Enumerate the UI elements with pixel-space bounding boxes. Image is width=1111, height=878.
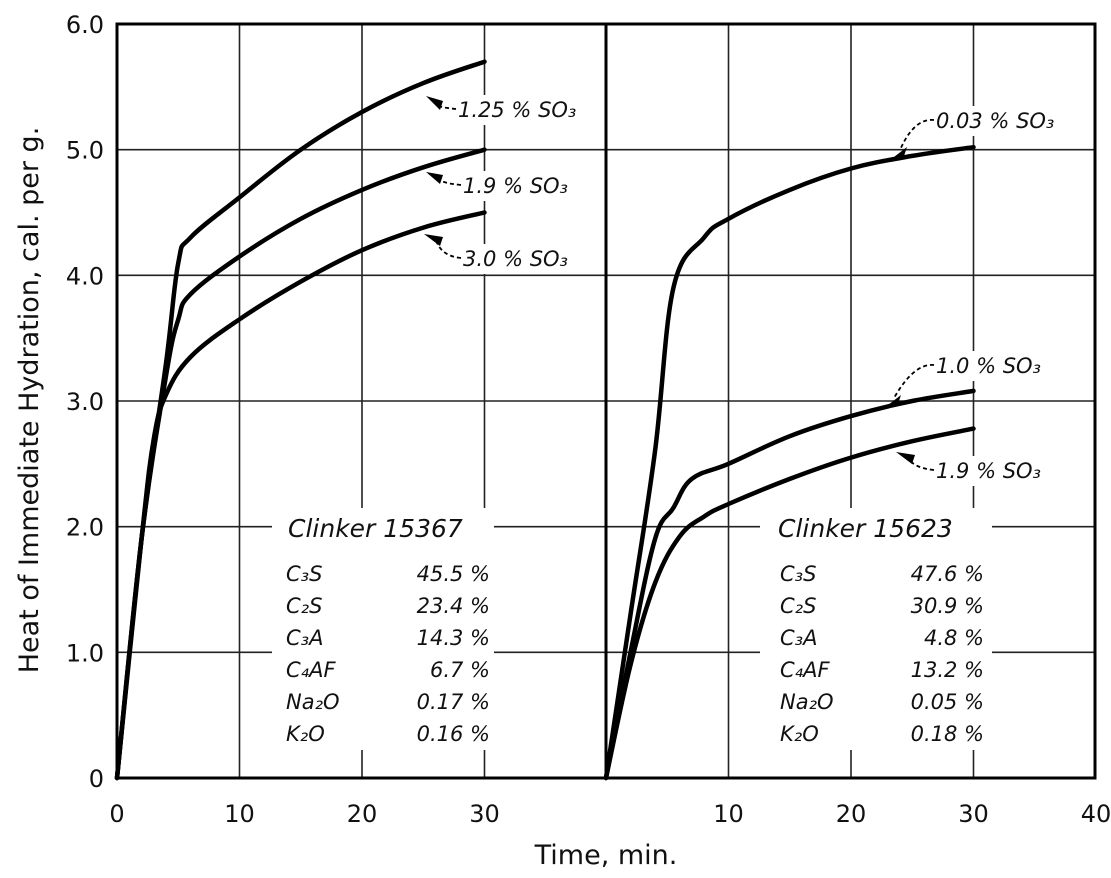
x-tick-label: 0 — [109, 800, 124, 828]
y-tick-label: 0 — [89, 765, 104, 793]
y-axis-title: Heat of Immediate Hydration, cal. per g. — [14, 127, 45, 674]
composition-oxide: C₃A — [780, 626, 817, 650]
composition-value: 23.4 % — [417, 594, 490, 618]
composition-value: 14.3 % — [417, 626, 490, 650]
x-tick-label: 10 — [713, 800, 744, 828]
series-leader-arrow — [896, 452, 915, 464]
y-tick-label: 2.0 — [66, 514, 104, 542]
composition-value: 0.18 % — [911, 722, 984, 746]
series-label: 3.0 % SO₃ — [463, 247, 568, 271]
x-tick-label: 30 — [958, 800, 989, 828]
composition-oxide: C₃S — [286, 562, 322, 586]
clinker-title: Clinker 15623 — [778, 514, 953, 543]
composition-backdrop — [760, 508, 992, 750]
composition-value: 13.2 % — [911, 658, 984, 682]
series-label-backdrop — [932, 351, 1053, 381]
composition-oxide: K₂O — [286, 722, 325, 746]
series-label: 1.25 % SO₃ — [458, 98, 576, 122]
series-label-backdrop — [459, 171, 580, 201]
y-tick-label: 6.0 — [66, 11, 104, 39]
composition-value: 47.6 % — [911, 562, 984, 586]
series-label: 1.0 % SO₃ — [936, 354, 1041, 378]
composition-value: 0.17 % — [417, 690, 490, 714]
composition-oxide: Na₂O — [286, 690, 340, 714]
composition-oxide: C₄AF — [780, 658, 830, 682]
series-line — [603, 426, 976, 781]
x-tick-label: 20 — [347, 800, 378, 828]
composition-oxide: Na₂O — [780, 690, 834, 714]
x-tick-label: 30 — [469, 800, 500, 828]
series-line — [114, 210, 487, 781]
composition-value: 0.05 % — [911, 690, 984, 714]
clinker-title: Clinker 15367 — [288, 514, 463, 543]
x-axis-title: Time, min. — [534, 840, 678, 871]
series-label-backdrop — [454, 95, 587, 125]
composition-oxide: C₃S — [780, 562, 816, 586]
series-leader-arrow — [424, 234, 443, 246]
x-tick-label: 10 — [224, 800, 255, 828]
composition-backdrop — [272, 508, 494, 750]
series-label: 0.03 % SO₃ — [936, 109, 1054, 133]
series-label: 1.9 % SO₃ — [463, 174, 568, 198]
composition-oxide: C₄AF — [286, 658, 336, 682]
composition-oxide: C₂S — [780, 594, 816, 618]
series-leader-line — [899, 119, 935, 151]
series-line — [603, 388, 976, 781]
series-label: 1.9 % SO₃ — [936, 459, 1041, 483]
series-label-backdrop — [932, 456, 1053, 486]
y-tick-label: 5.0 — [66, 137, 104, 165]
series-leader-line — [907, 457, 935, 471]
composition-oxide: C₂S — [286, 594, 322, 618]
composition-oxide: K₂O — [780, 722, 819, 746]
composition-value: 0.16 % — [417, 722, 490, 746]
series-label-backdrop — [932, 106, 1065, 136]
y-tick-label: 4.0 — [66, 262, 104, 290]
series-line — [603, 144, 976, 781]
y-tick-label: 3.0 — [66, 388, 104, 416]
x-tick-label: 40 — [1081, 800, 1111, 828]
y-tick-label: 1.0 — [66, 639, 104, 667]
series-leader-arrow — [894, 147, 907, 157]
x-tick-label: 20 — [836, 800, 867, 828]
composition-value: 4.8 % — [924, 626, 984, 650]
composition-value: 6.7 % — [430, 658, 490, 682]
series-leader-arrow — [426, 172, 443, 184]
composition-value: 45.5 % — [417, 562, 490, 586]
series-leader-arrow — [426, 96, 443, 110]
composition-value: 30.9 % — [911, 594, 984, 618]
series-leader-line — [893, 364, 935, 399]
composition-oxide: C₃A — [286, 626, 323, 650]
series-label-backdrop — [459, 244, 580, 274]
series-leader-arrow — [888, 395, 901, 405]
